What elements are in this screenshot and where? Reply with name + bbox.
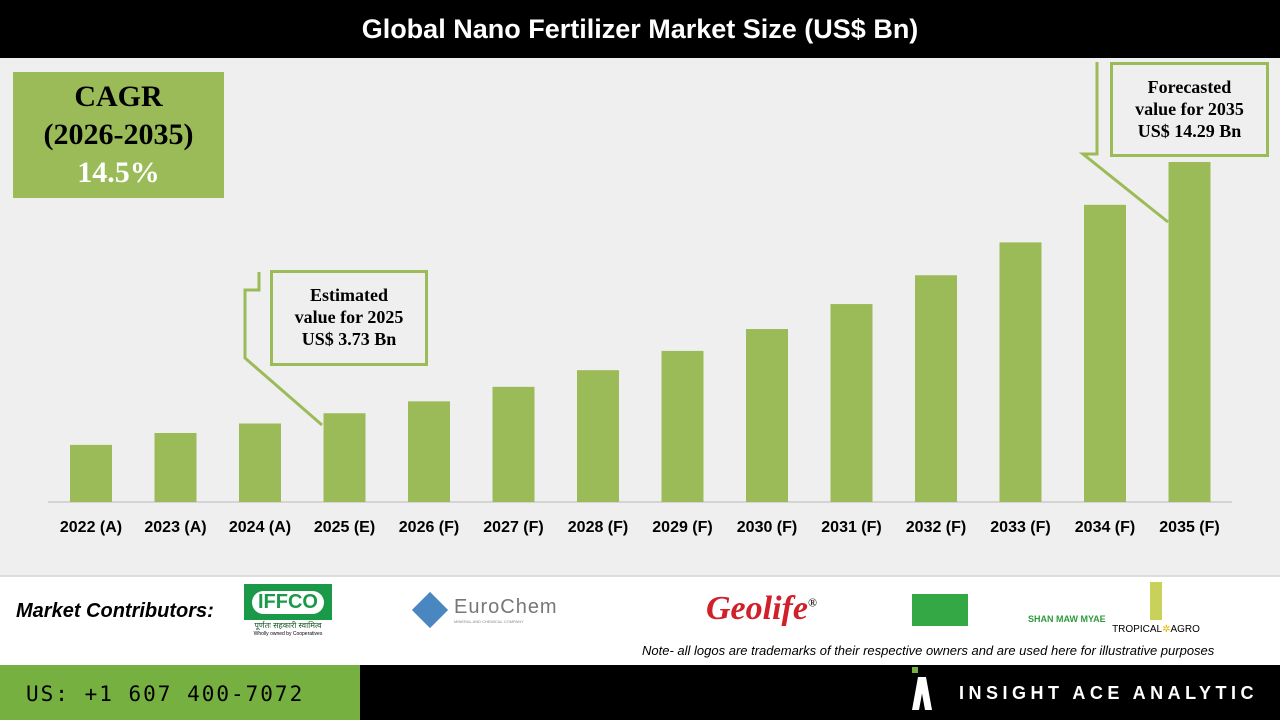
x-tick-label: 2033 (F): [990, 519, 1050, 536]
callout-line: Estimated: [310, 285, 388, 305]
bar-2022 (A): [70, 444, 112, 502]
brand-name: INSIGHT ACE ANALYTIC: [959, 683, 1259, 703]
bar-2031 (F): [830, 304, 873, 502]
x-tick-label: 2024 (A): [229, 519, 291, 536]
x-tick-label: 2022 (A): [60, 519, 122, 536]
x-tick-label: 2032 (F): [906, 519, 966, 536]
bar-2034 (F): [1084, 204, 1126, 502]
estimated-callout: Estimated value for 2025 US$ 3.73 Bn: [270, 270, 428, 366]
bar-2028 (F): [577, 370, 619, 502]
shan-maw-myae-logo: SHAN MAW MYAE: [912, 594, 1106, 626]
forecast-leader-line: [1078, 62, 1169, 224]
cagr-value: 14.5%: [77, 156, 160, 189]
x-tick-label: 2028 (F): [568, 519, 628, 536]
bar-2035 (F): [1168, 162, 1211, 502]
x-tick-label: 2034 (F): [1075, 519, 1135, 536]
eurochem-icon: [411, 591, 449, 629]
callout-line: US$ 14.29 Bn: [1137, 121, 1242, 141]
chart-title: Global Nano Fertilizer Market Size (US$ …: [0, 0, 1280, 58]
x-tick-label: 2035 (F): [1159, 519, 1219, 536]
cagr-label: CAGR: [74, 80, 163, 113]
trademark-note: Note- all logos are trademarks of their …: [642, 643, 1215, 658]
bar-chart: 2022 (A) 2023 (A) 2024 (A) 2025 (E) 2026 (F)…: [48, 62, 1232, 536]
iffco-logo: IFFCO पूर्णतः सहकारी स्वामित्व Wholly ow…: [244, 584, 332, 637]
bar-2024 (A): [239, 423, 281, 502]
x-tick-label: 2026 (F): [399, 519, 459, 536]
brand-logo-icon: [912, 677, 932, 710]
estimated-leader-line: [243, 272, 323, 427]
cagr-box: CAGR (2026-2035) 14.5%: [13, 72, 224, 198]
x-tick-label: 2025 (E): [314, 519, 375, 536]
market-contributors-label: Market Contributors:: [16, 600, 214, 622]
x-tick-label: 2029 (F): [652, 519, 712, 536]
geolife-logo: Geolife®: [706, 590, 817, 627]
bar-2033 (F): [999, 242, 1042, 503]
brand-bar: INSIGHT ACE ANALYTIC: [360, 665, 1280, 720]
cagr-period: (2026-2035): [43, 118, 194, 151]
bar-2023 (A): [154, 433, 197, 502]
bar-2027 (F): [492, 386, 535, 502]
x-tick-label: 2031 (F): [821, 519, 881, 536]
bar-2032 (F): [915, 275, 957, 502]
bar-2025 (E): [323, 413, 366, 502]
callout-line: US$ 3.73 Bn: [301, 329, 397, 349]
callout-line: value for 2035: [1135, 99, 1244, 119]
callout-line: Forecasted: [1147, 77, 1232, 97]
phone-number[interactable]: US: +1 607 400-7072: [0, 665, 360, 720]
callout-line: value for 2025: [294, 307, 404, 327]
x-tick-label: 2023 (A): [144, 519, 206, 536]
scarecrow-icon: [1150, 582, 1162, 620]
x-tick-label: 2027 (F): [483, 519, 543, 536]
tropical-agro-logo: TROPICAL✲AGRO: [1110, 582, 1202, 635]
bar-2026 (F): [408, 401, 450, 502]
bar-2030 (F): [746, 329, 788, 502]
brand-logo-dot: [912, 667, 918, 673]
plot-area: 2022 (A) 2023 (A) 2024 (A) 2025 (E) 2026 (F)…: [0, 58, 1280, 577]
x-tick-label: 2030 (F): [737, 519, 797, 536]
forecast-callout: Forecasted value for 2035 US$ 14.29 Bn: [1110, 62, 1269, 157]
bar-2029 (F): [661, 350, 704, 502]
eurochem-logo: EuroChem MINERAL AND CHEMICAL COMPANY: [411, 591, 558, 629]
